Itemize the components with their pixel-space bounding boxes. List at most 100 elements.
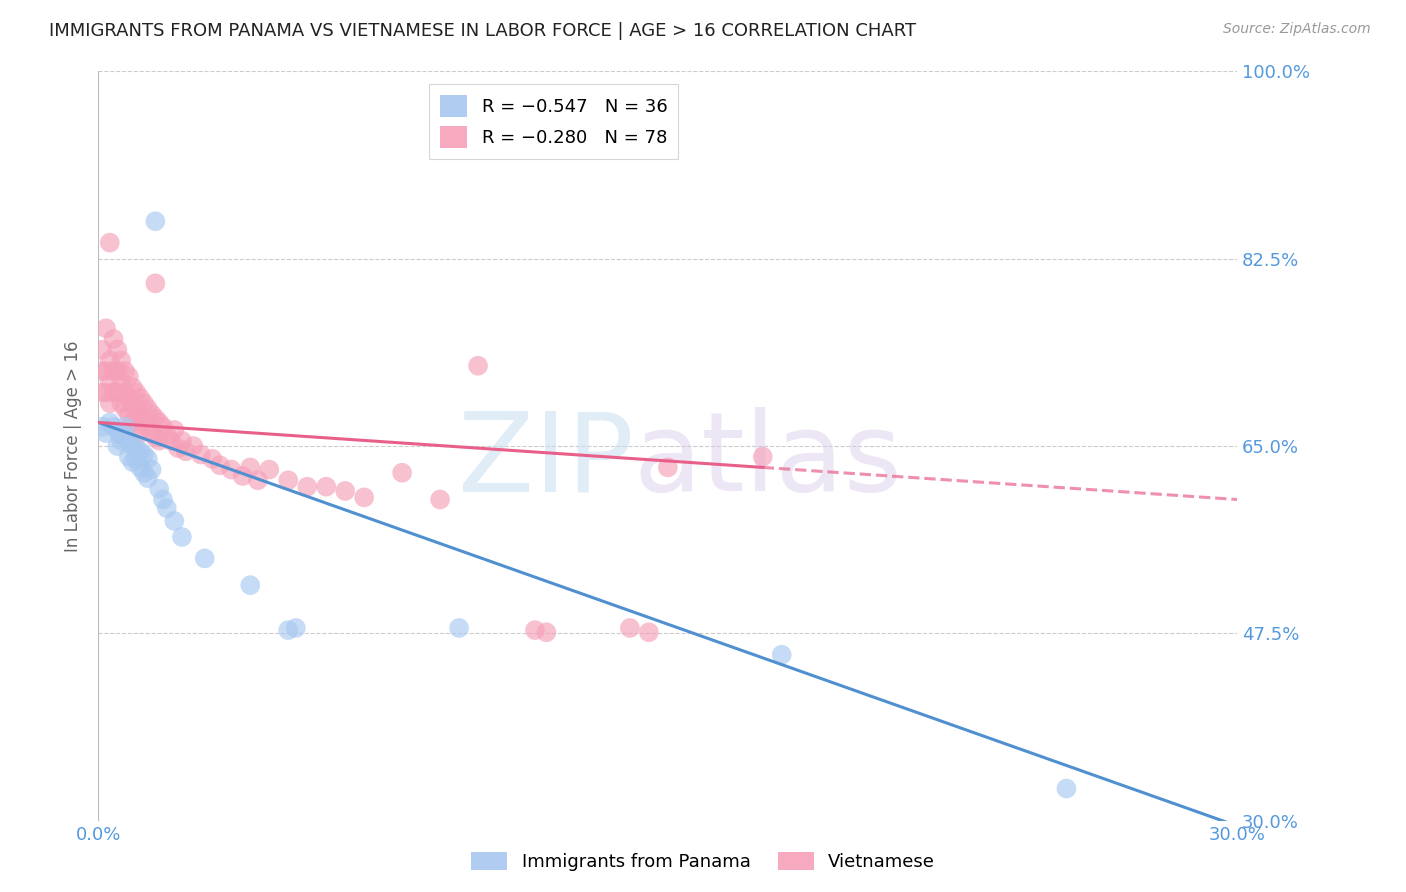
Point xyxy=(183,439,205,453)
Point xyxy=(163,423,186,437)
Point xyxy=(221,462,243,476)
Point xyxy=(152,419,174,434)
Point xyxy=(335,483,357,498)
Point xyxy=(136,419,159,434)
Text: atlas: atlas xyxy=(634,408,903,515)
Point xyxy=(148,482,170,496)
Point xyxy=(141,407,163,421)
Point xyxy=(156,501,179,516)
Point xyxy=(132,412,155,426)
Point xyxy=(125,441,148,455)
Point xyxy=(118,450,141,464)
Point xyxy=(145,411,167,425)
Point xyxy=(170,434,193,448)
Point xyxy=(129,460,152,475)
Point xyxy=(91,343,114,357)
Point xyxy=(125,451,148,466)
Point xyxy=(174,444,197,458)
Point xyxy=(107,385,129,400)
Point xyxy=(315,480,337,494)
Point xyxy=(91,419,114,434)
Point xyxy=(129,391,152,405)
Point xyxy=(136,471,159,485)
Point xyxy=(91,385,114,400)
Point xyxy=(125,419,148,434)
Point xyxy=(208,458,231,473)
Point xyxy=(114,401,136,416)
Point xyxy=(107,424,129,438)
Point xyxy=(136,401,159,416)
Legend: R = −0.547   N = 36, R = −0.280   N = 78: R = −0.547 N = 36, R = −0.280 N = 78 xyxy=(429,84,679,159)
Point xyxy=(118,434,141,448)
Point xyxy=(114,419,136,434)
Point xyxy=(94,321,117,335)
Point xyxy=(638,625,661,640)
Point xyxy=(259,462,281,476)
Point xyxy=(145,277,167,291)
Point xyxy=(118,391,141,405)
Point xyxy=(141,426,163,441)
Point xyxy=(110,396,132,410)
Point xyxy=(91,364,114,378)
Point xyxy=(467,359,489,373)
Point xyxy=(167,441,190,455)
Point xyxy=(170,530,193,544)
Point xyxy=(114,385,136,400)
Point xyxy=(110,375,132,389)
Point xyxy=(132,396,155,410)
Point xyxy=(752,450,775,464)
Point xyxy=(118,369,141,384)
Point xyxy=(1056,781,1078,796)
Point xyxy=(121,380,143,394)
Point xyxy=(239,460,262,475)
Point xyxy=(103,364,125,378)
Point xyxy=(232,469,254,483)
Point xyxy=(107,439,129,453)
Point xyxy=(770,648,793,662)
Point xyxy=(103,385,125,400)
Point xyxy=(125,385,148,400)
Point xyxy=(129,426,152,441)
Point xyxy=(152,492,174,507)
Point xyxy=(297,480,319,494)
Point xyxy=(145,430,167,444)
Point xyxy=(103,419,125,434)
Point xyxy=(190,448,212,462)
Legend: Immigrants from Panama, Vietnamese: Immigrants from Panama, Vietnamese xyxy=(464,845,942,879)
Point xyxy=(98,375,121,389)
Point xyxy=(148,434,170,448)
Point xyxy=(125,405,148,419)
Text: ZIP: ZIP xyxy=(458,408,634,515)
Point xyxy=(141,462,163,476)
Point xyxy=(98,353,121,368)
Point xyxy=(129,409,152,423)
Point xyxy=(657,460,679,475)
Point xyxy=(163,514,186,528)
Point xyxy=(107,364,129,378)
Point xyxy=(118,407,141,421)
Point xyxy=(449,621,471,635)
Point xyxy=(132,448,155,462)
Point xyxy=(201,451,224,466)
Text: IMMIGRANTS FROM PANAMA VS VIETNAMESE IN LABOR FORCE | AGE > 16 CORRELATION CHART: IMMIGRANTS FROM PANAMA VS VIETNAMESE IN … xyxy=(49,22,917,40)
Point xyxy=(536,625,558,640)
Point xyxy=(429,492,451,507)
Point xyxy=(121,398,143,412)
Point xyxy=(110,428,132,442)
Point xyxy=(98,416,121,430)
Point xyxy=(114,364,136,378)
Point xyxy=(94,426,117,441)
Point xyxy=(103,332,125,346)
Point xyxy=(121,416,143,430)
Point xyxy=(121,455,143,469)
Point xyxy=(132,466,155,480)
Point xyxy=(284,621,307,635)
Point xyxy=(110,353,132,368)
Y-axis label: In Labor Force | Age > 16: In Labor Force | Age > 16 xyxy=(65,340,83,552)
Point xyxy=(114,430,136,444)
Point xyxy=(98,235,121,250)
Point xyxy=(391,466,413,480)
Point xyxy=(277,473,299,487)
Point xyxy=(107,343,129,357)
Point xyxy=(148,416,170,430)
